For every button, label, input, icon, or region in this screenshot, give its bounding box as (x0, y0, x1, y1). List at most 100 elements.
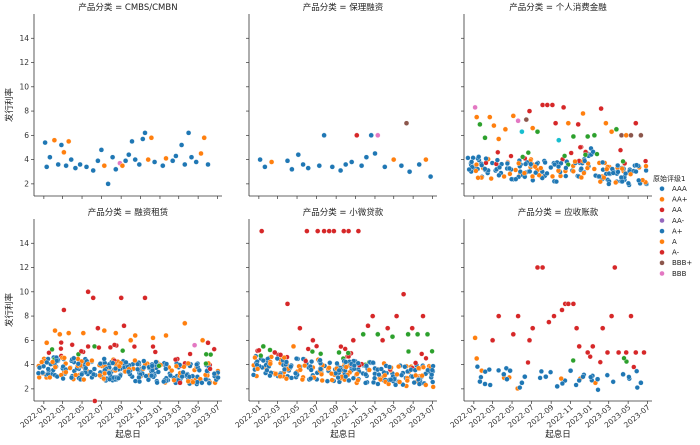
data-point (314, 343, 320, 349)
data-point (633, 120, 639, 126)
data-point (370, 313, 376, 319)
data-point (304, 228, 310, 234)
data-point (126, 151, 132, 158)
data-point (597, 359, 603, 365)
data-point (430, 384, 436, 390)
data-point (208, 352, 214, 358)
data-point (44, 340, 50, 346)
data-point (519, 128, 525, 135)
data-point (277, 352, 284, 358)
data-point (534, 128, 541, 135)
data-point (474, 355, 480, 362)
data-point (604, 166, 610, 172)
data-point (625, 180, 631, 186)
data-point (281, 355, 287, 361)
facet-title: 产品分类 = 保理融资 (303, 2, 384, 13)
data-point (513, 176, 519, 182)
data-point (591, 132, 598, 139)
data-point (556, 137, 562, 143)
data-point (530, 325, 536, 331)
data-point (75, 361, 81, 367)
data-point (360, 331, 366, 337)
data-point (267, 373, 273, 379)
y-tick-label: 2 (24, 179, 29, 188)
data-point (623, 132, 629, 139)
data-point (132, 156, 138, 163)
data-point (267, 347, 273, 353)
data-point (68, 156, 74, 163)
data-point (643, 158, 649, 164)
data-point (370, 360, 376, 366)
data-point (149, 363, 155, 369)
data-point (46, 350, 52, 356)
data-point (65, 138, 72, 145)
data-point (160, 162, 166, 169)
data-point (487, 382, 493, 388)
data-point (68, 375, 75, 381)
data-point (85, 343, 91, 350)
data-point (634, 162, 640, 168)
data-point (90, 167, 96, 174)
data-point (548, 164, 554, 171)
data-point (80, 330, 87, 336)
legend-marker (659, 260, 665, 266)
data-point (610, 379, 616, 385)
data-point (91, 371, 97, 377)
data-point (297, 367, 303, 373)
data-point (382, 372, 388, 378)
data-point (578, 166, 584, 172)
data-point (606, 181, 612, 187)
data-point (50, 359, 56, 365)
legend-label: AA- (672, 217, 685, 225)
data-point (350, 375, 356, 381)
data-point (559, 307, 565, 313)
data-point (44, 164, 50, 170)
legend-label: AAA (672, 185, 687, 193)
data-point (153, 359, 159, 365)
data-point (530, 125, 536, 131)
data-point (529, 173, 536, 179)
data-point (178, 142, 185, 148)
data-point (491, 122, 497, 129)
data-point (596, 173, 602, 179)
data-point (205, 340, 211, 346)
data-point (584, 165, 590, 171)
data-point (604, 349, 611, 356)
data-point (538, 368, 544, 374)
data-point (149, 367, 156, 373)
data-point (105, 181, 111, 187)
data-point (370, 379, 377, 385)
data-point (85, 361, 91, 367)
data-point (343, 359, 349, 365)
facet-title: 产品分类 = 个人消费金融 (509, 2, 607, 13)
data-point (414, 331, 421, 337)
data-point (321, 132, 327, 139)
data-point (482, 166, 488, 172)
data-point (346, 377, 352, 383)
data-point (211, 346, 217, 352)
data-point (601, 175, 607, 181)
data-point (423, 156, 429, 163)
data-point (363, 380, 369, 386)
data-point (538, 165, 544, 171)
data-point (255, 366, 261, 372)
data-point (631, 364, 637, 370)
y-tick-label: 12 (19, 263, 29, 272)
data-point (476, 154, 482, 160)
data-point (504, 376, 510, 382)
data-point (522, 374, 528, 380)
data-point (416, 161, 422, 168)
data-point (334, 360, 340, 366)
data-point (411, 380, 417, 386)
data-point (526, 337, 533, 343)
data-point (474, 364, 480, 370)
data-point (375, 331, 381, 337)
data-point (318, 351, 324, 357)
data-point (262, 164, 268, 170)
data-point (578, 174, 584, 181)
data-point (365, 323, 371, 329)
data-point (600, 325, 606, 331)
data-point (358, 162, 365, 169)
data-point (594, 376, 601, 382)
